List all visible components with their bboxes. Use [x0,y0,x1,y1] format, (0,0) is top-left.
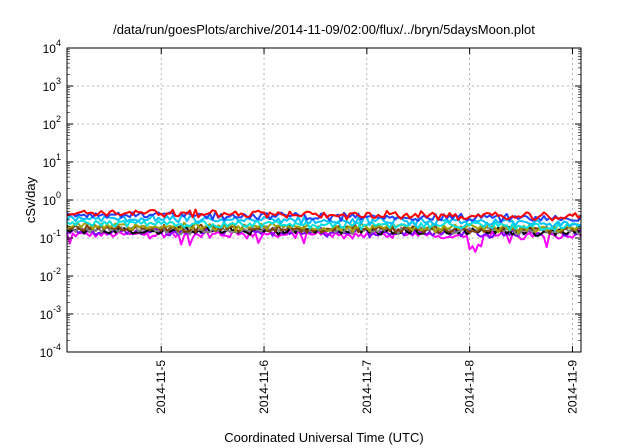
y-tick-label: 100 [43,190,61,208]
y-tick-label: 104 [43,38,61,56]
chart-title: /data/run/goesPlots/archive/2014-11-09/0… [113,22,535,37]
y-tick-label: 10-4 [40,342,61,360]
y-tick-label: 10-2 [40,266,61,284]
x-tick-label: 2014-11-8 [463,360,477,414]
series-line [66,219,582,232]
y-tick-labels: 104 103 102 101 100 10-1 10-2 10-3 10-4 [40,38,61,360]
series-group [66,208,582,253]
y-axis-label: cSv/day [23,176,38,223]
grid [67,48,581,352]
x-tick-label: 2014-11-5 [154,360,168,414]
series-line [66,221,582,234]
series-line [66,208,582,222]
ticks [67,47,581,353]
x-axis-label: Coordinated Universal Time (UTC) [224,430,423,445]
x-tick-labels: 2014-11-5 2014-11-6 2014-11-7 2014-11-8 2014… [154,360,579,414]
y-tick-label: 10-1 [40,228,61,246]
x-tick-label: 2014-11-6 [257,360,271,414]
y-tick-label: 102 [43,114,61,132]
y-tick-label: 103 [43,76,61,94]
x-tick-label: 2014-11-9 [565,360,579,414]
x-tick-label: 2014-11-7 [360,360,374,414]
y-tick-label: 10-3 [40,304,61,322]
y-tick-label: 101 [43,152,61,170]
